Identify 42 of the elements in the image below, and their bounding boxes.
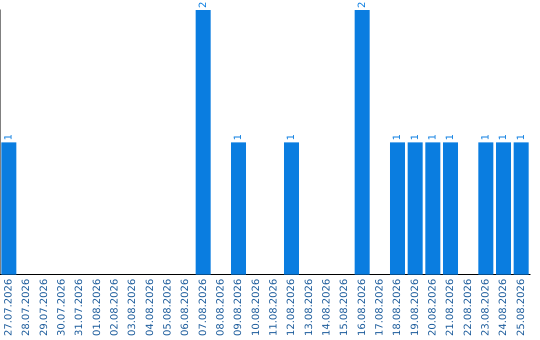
data-label: 1: [445, 134, 456, 140]
data-label: 1: [480, 134, 492, 140]
x-tick-label: 05.08.2026: [162, 278, 174, 336]
x-tick-label: 11.08.2026: [268, 278, 280, 336]
x-tick-label: 03.08.2026: [127, 278, 138, 336]
x-tick-label: 18.08.2026: [392, 278, 404, 336]
x-tick-label: 01.08.2026: [92, 278, 103, 336]
x-tick-label: 28.07.2026: [21, 278, 32, 336]
x-tick-label: 04.08.2026: [144, 278, 156, 336]
x-tick-label: 24.08.2026: [498, 278, 510, 336]
x-tick-label: 12.08.2026: [286, 278, 298, 336]
x-tick-label: 08.08.2026: [215, 278, 226, 336]
x-tick-label: 07.08.2026: [198, 278, 209, 336]
data-label: 1: [498, 134, 510, 140]
x-tick-label: 09.08.2026: [233, 278, 244, 336]
x-tick-label: 29.07.2026: [38, 278, 50, 336]
data-label: 1: [286, 134, 298, 140]
x-tick-label: 19.08.2026: [410, 278, 421, 336]
data-label: 1: [233, 134, 244, 140]
x-tick-label: 16.08.2026: [356, 278, 368, 336]
x-tick-label: 14.08.2026: [321, 278, 332, 336]
x-tick-label: 02.08.2026: [109, 278, 120, 336]
x-tick-label: 13.08.2026: [304, 278, 315, 336]
x-tick-label: 20.08.2026: [427, 278, 438, 336]
data-label: 1: [427, 134, 438, 140]
x-tick-label: 10.08.2026: [250, 278, 262, 336]
x-tick-label: 21.08.2026: [445, 278, 456, 336]
data-label: 1: [3, 134, 14, 140]
data-label: 1: [410, 134, 421, 140]
data-label: 2: [356, 2, 368, 8]
x-tick-label: 31.07.2026: [74, 278, 86, 336]
x-tick-label: 30.07.2026: [56, 278, 68, 336]
data-label: 2: [198, 2, 209, 8]
x-tick-label: 25.08.2026: [516, 278, 527, 336]
x-tick-label: 06.08.2026: [180, 278, 192, 336]
x-tick-label: 27.07.2026: [3, 278, 14, 336]
data-label: 1: [392, 134, 404, 140]
x-tick-label: 22.08.2026: [462, 278, 474, 336]
x-tick-label: 23.08.2026: [480, 278, 492, 336]
data-label: 1: [516, 134, 527, 140]
x-tick-label: 15.08.2026: [339, 278, 350, 336]
x-tick-label: 17.08.2026: [374, 278, 386, 336]
